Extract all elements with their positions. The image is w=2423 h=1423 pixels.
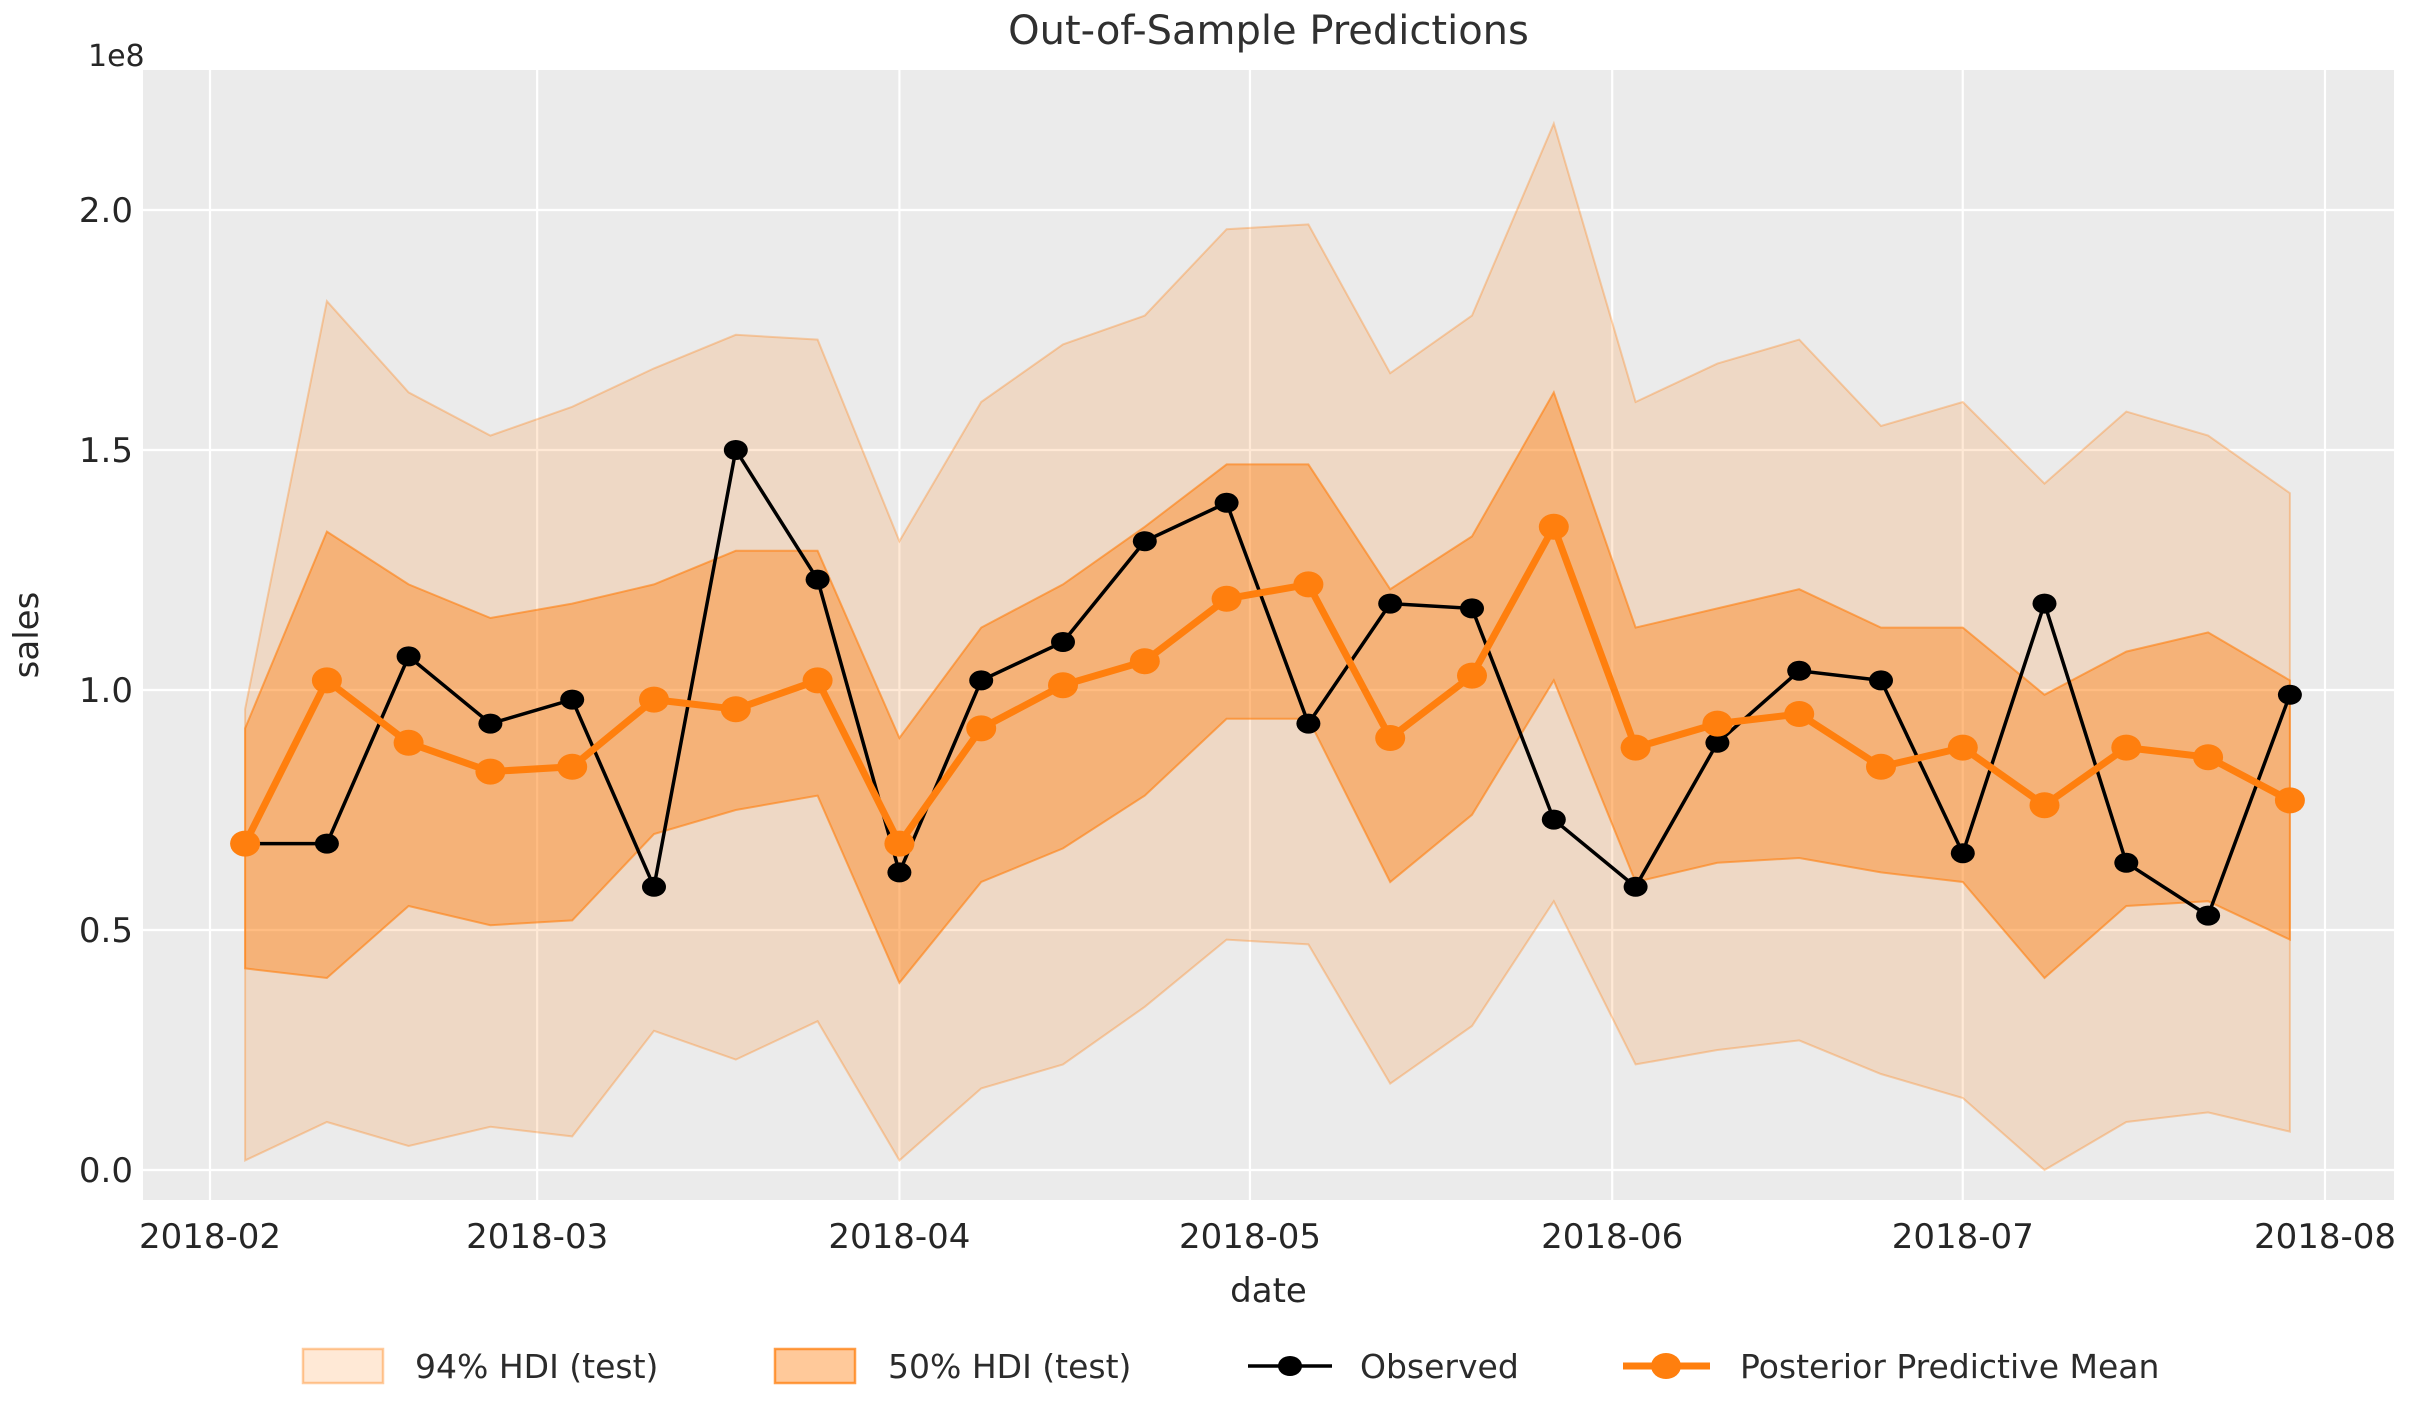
observed-point <box>723 440 748 460</box>
posterior-mean-point <box>393 729 424 756</box>
observed-point <box>396 646 421 667</box>
observed-point <box>1378 593 1403 614</box>
posterior-mean-point <box>1375 725 1406 751</box>
y-tick-label: 2.0 <box>79 191 133 231</box>
posterior-mean-point <box>557 753 588 780</box>
legend-label-observed: Observed <box>1360 1347 1519 1386</box>
posterior-mean-point <box>1538 513 1569 540</box>
observed-point <box>1051 632 1075 652</box>
y-axis-label: sales <box>7 592 47 679</box>
chart-title: Out-of-Sample Predictions <box>1008 8 1529 54</box>
posterior-mean-point <box>966 715 997 742</box>
observed-point <box>1705 732 1730 753</box>
y-tick-label: 0.0 <box>79 1151 133 1191</box>
y-axis-offset-label: 1e8 <box>88 39 145 74</box>
posterior-mean-point <box>1620 734 1651 761</box>
observed-point <box>1214 492 1239 513</box>
observed-point <box>2032 593 2057 614</box>
x-tick-label: 2018-03 <box>466 1217 608 1257</box>
observed-point <box>478 713 503 734</box>
posterior-mean-point <box>1129 648 1160 675</box>
x-tick-label: 2018-07 <box>1892 1217 2034 1257</box>
posterior-mean-point <box>1784 701 1815 727</box>
observed-point <box>887 862 912 883</box>
posterior-mean-point <box>1947 734 1978 761</box>
observed-point <box>1950 843 1975 864</box>
x-axis-label: date <box>1230 1271 1307 1311</box>
legend-marker-observed-dot <box>1278 1356 1302 1376</box>
legend-swatch-hdi50 <box>773 1347 857 1385</box>
posterior-mean-point <box>475 758 506 785</box>
y-tick-label: 0.5 <box>79 911 133 951</box>
posterior-mean-point <box>720 696 751 723</box>
observed-point <box>2114 852 2139 873</box>
observed-point <box>1296 713 1321 734</box>
observed-point <box>805 569 830 590</box>
observed-point <box>560 689 585 710</box>
posterior-mean-point <box>1866 753 1896 780</box>
observed-point <box>314 833 339 854</box>
hdi50-band <box>244 389 2291 985</box>
legend-label-mean: Posterior Predictive Mean <box>1740 1347 2159 1386</box>
observed-point <box>1132 531 1157 552</box>
posterior-mean-point <box>1293 571 1324 598</box>
posterior-mean-point <box>1457 662 1487 689</box>
legend-label-hdi50: 50% HDI (test) <box>888 1347 1131 1386</box>
legend-marker-mean-dot <box>1651 1353 1681 1379</box>
posterior-mean-point <box>230 830 261 857</box>
observed-point <box>1787 660 1812 681</box>
observed-point <box>1460 598 1484 619</box>
x-tick-label: 2018-08 <box>2254 1217 2396 1257</box>
x-tick-label: 2018-02 <box>139 1217 281 1257</box>
posterior-mean-point <box>2029 792 2060 819</box>
y-tick-label: 1.5 <box>79 431 133 471</box>
hdi94-band <box>244 120 2291 1172</box>
observed-point <box>2277 684 2302 705</box>
observed-point <box>1623 876 1648 897</box>
posterior-mean-point <box>884 830 915 857</box>
legend: 94% HDI (test) 50% HDI (test) Observed Post… <box>301 1347 2159 1386</box>
observed-point <box>1869 670 1893 691</box>
x-tick-label: 2018-06 <box>1541 1217 1683 1257</box>
posterior-mean-point <box>2111 734 2142 761</box>
posterior-mean-point <box>1048 672 1078 699</box>
legend-swatch-hdi94 <box>301 1347 385 1385</box>
x-tick-label: 2018-05 <box>1179 1217 1321 1257</box>
observed-line <box>245 445 2292 919</box>
posterior-mean-point <box>1211 585 1242 612</box>
posterior-mean-point <box>639 686 669 713</box>
posterior-mean-point <box>1702 710 1733 737</box>
observed-point <box>969 670 994 691</box>
posterior-mean-point <box>2193 744 2224 771</box>
observed-point <box>1541 809 1566 830</box>
posterior-mean-point <box>311 667 342 694</box>
legend-label-hdi94: 94% HDI (test) <box>415 1347 658 1386</box>
x-tick-label: 2018-04 <box>828 1217 970 1257</box>
observed-point <box>642 876 666 897</box>
plot-area <box>143 70 2394 1200</box>
posterior-mean-point <box>2274 787 2305 814</box>
posterior-mean-point <box>802 667 833 694</box>
observed-point <box>2196 905 2221 926</box>
y-tick-label: 1.0 <box>79 671 133 711</box>
